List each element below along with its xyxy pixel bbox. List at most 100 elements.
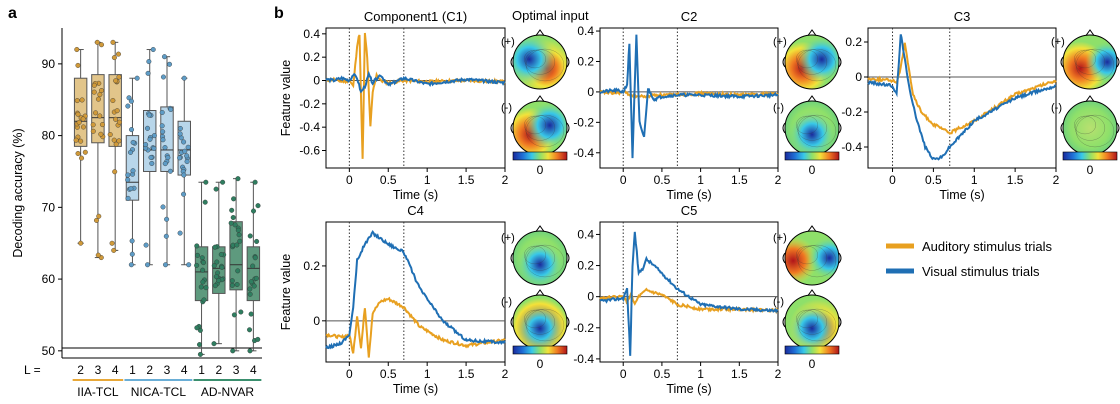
- plot-frame: [867, 27, 1057, 169]
- subject-point: [182, 148, 188, 154]
- L-tick-label: 1: [198, 363, 205, 377]
- head-field-b: [513, 35, 567, 89]
- subject-point: [75, 111, 81, 117]
- ear-icon: [1116, 122, 1120, 134]
- ytick-label: -0.2: [841, 105, 862, 119]
- topomap-positive: (+): [773, 29, 842, 90]
- subject-point: [111, 55, 117, 61]
- subject-point: [250, 263, 256, 269]
- chart-title: C3: [954, 9, 971, 24]
- subject-point: [113, 116, 119, 122]
- subject-point: [252, 179, 258, 185]
- ytick-label: -0.4: [573, 146, 594, 160]
- xtick-label: 0.5: [654, 173, 671, 187]
- head-field-b: [1063, 101, 1117, 155]
- series-visual: [600, 231, 779, 356]
- subject-point: [181, 172, 187, 178]
- subject-point: [159, 123, 165, 129]
- colorbar: [784, 345, 840, 355]
- L-tick-label: 4: [112, 363, 119, 377]
- subject-point: [91, 89, 97, 95]
- subject-point: [164, 216, 170, 222]
- xtick-label: 2: [775, 367, 782, 381]
- subject-point: [80, 124, 86, 130]
- subject-point: [74, 98, 80, 104]
- nose-icon: [535, 225, 545, 232]
- topomap-negative: (-): [773, 289, 842, 350]
- subject-point: [255, 203, 261, 209]
- chart-title: C4: [407, 203, 424, 218]
- chart-title: C2: [681, 9, 698, 24]
- L-tick-label: 3: [233, 363, 240, 377]
- subject-point: [235, 268, 241, 274]
- subject-point: [146, 112, 152, 118]
- sign-negative: (-): [501, 296, 512, 308]
- head-outline: [512, 34, 568, 90]
- legend-label-visual: Visual stimulus trials: [922, 264, 1040, 279]
- subject-point: [147, 136, 153, 142]
- subject-point: [116, 74, 122, 80]
- subject-point: [165, 155, 171, 161]
- colorbar-label: 0: [537, 357, 544, 371]
- colorbar-label: 0: [1087, 163, 1094, 177]
- colorbar: [784, 151, 840, 161]
- subject-point: [177, 131, 183, 137]
- xtick-label: 1: [424, 367, 431, 381]
- subject-point: [91, 82, 97, 88]
- subject-point: [200, 279, 206, 285]
- line-charts: 0 0.5 1 1.5 2 -0.6 -0.4 -0.2 0 0.2 0.4 Component1 (…: [279, 9, 1060, 396]
- colorbar: [512, 151, 568, 161]
- subject-point: [247, 291, 253, 297]
- subject-point: [128, 262, 134, 268]
- ytick-label: 0.4: [577, 227, 594, 241]
- subject-point: [211, 263, 217, 269]
- subject-point: [93, 110, 99, 116]
- colorbar: [1062, 151, 1118, 161]
- subject-point: [125, 172, 131, 178]
- subject-point: [75, 151, 81, 157]
- subject-point: [160, 137, 166, 143]
- topomap-positive: (+): [501, 225, 570, 286]
- ytick-label: 0.2: [577, 259, 594, 273]
- subject-point: [200, 267, 206, 273]
- topomap-negative: (-): [501, 289, 570, 350]
- topomap-pair-1: (+) (-) 0: [501, 29, 570, 177]
- contour-line: [797, 308, 837, 342]
- series-auditory: [325, 32, 506, 159]
- xtick-label: 1.5: [458, 367, 475, 381]
- head-outline: [784, 34, 840, 90]
- subject-point: [162, 145, 168, 151]
- nose-icon: [535, 95, 545, 102]
- subject-point: [143, 242, 149, 248]
- subject-point: [177, 230, 183, 236]
- a-ytick-label: 60: [42, 272, 56, 286]
- line-chart-2: 0 0.5 1 1.5 2 -0.4 -0.2 0 0.2 0.4 C2 Time (s): [573, 9, 781, 202]
- xtick-label: 1.5: [458, 173, 475, 187]
- subject-point: [229, 278, 235, 284]
- subject-point: [97, 113, 103, 119]
- subject-point: [93, 217, 99, 223]
- subject-point: [252, 255, 258, 261]
- xtick-label: 1: [971, 173, 978, 187]
- subject-point: [218, 251, 224, 257]
- subject-point: [95, 252, 101, 258]
- contour-line: [1075, 114, 1115, 148]
- subject-point: [90, 122, 96, 128]
- subject-point: [115, 51, 121, 57]
- subject-point: [150, 47, 156, 53]
- subject-point: [181, 191, 187, 197]
- subject-point: [125, 103, 131, 109]
- subject-point: [195, 252, 201, 258]
- ear-icon: [1116, 56, 1120, 68]
- subject-point: [128, 186, 134, 192]
- plot-frame: [325, 221, 506, 363]
- L-tick-label: 1: [129, 363, 136, 377]
- ytick-label: -0.4: [841, 140, 862, 154]
- head-field-b: [513, 101, 567, 155]
- subject-point: [181, 139, 187, 145]
- colorbar-label: 0: [537, 163, 544, 177]
- subject-point: [113, 78, 119, 84]
- subject-point: [229, 207, 235, 213]
- ytick-label: 0: [313, 74, 320, 88]
